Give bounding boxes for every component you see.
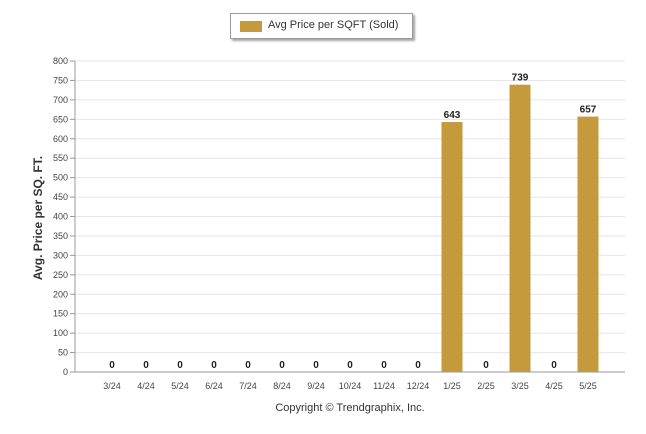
y-tick-label: 500 xyxy=(53,173,68,183)
bar-1-25 xyxy=(441,122,463,372)
data-label: 0 xyxy=(551,360,557,371)
y-tick-label: 150 xyxy=(53,309,68,319)
y-tick-label: 450 xyxy=(53,192,68,202)
data-label: 0 xyxy=(245,360,251,371)
data-label: 0 xyxy=(415,360,421,371)
x-tick-label: 4/24 xyxy=(137,381,155,391)
x-tick-label: 12/24 xyxy=(407,381,430,391)
x-tick-label: 1/25 xyxy=(443,381,461,391)
data-label: 0 xyxy=(381,360,387,371)
legend-swatch xyxy=(240,21,262,32)
x-tick-label: 5/24 xyxy=(171,381,189,391)
data-label: 0 xyxy=(279,360,285,371)
y-tick-label: 700 xyxy=(53,95,68,105)
data-label: 0 xyxy=(211,360,217,371)
y-tick-label: 600 xyxy=(53,134,68,144)
legend: Avg Price per SQFT (Sold) xyxy=(230,13,413,39)
x-tick-label: 10/24 xyxy=(339,381,362,391)
y-tick-label: 200 xyxy=(53,289,68,299)
x-tick-label: 9/24 xyxy=(307,381,325,391)
y-tick-label: 650 xyxy=(53,114,68,124)
x-tick-label: 8/24 xyxy=(273,381,291,391)
bar-5-25 xyxy=(577,116,599,372)
y-tick-label: 50 xyxy=(58,348,68,358)
bar-3-25 xyxy=(509,84,531,373)
legend-label: Avg Price per SQFT (Sold) xyxy=(268,19,399,31)
data-label: 739 xyxy=(512,73,529,84)
copyright-text: Copyright © Trendgraphix, Inc. xyxy=(275,402,425,414)
data-label: 0 xyxy=(347,360,353,371)
y-tick-label: 400 xyxy=(53,212,68,222)
x-tick-label: 11/24 xyxy=(373,381,395,391)
x-tick-label: 3/25 xyxy=(511,381,529,391)
x-tick-label: 3/24 xyxy=(103,381,121,391)
data-label: 0 xyxy=(143,360,149,371)
data-label: 0 xyxy=(483,360,489,371)
y-tick-label: 300 xyxy=(53,250,68,260)
y-tick-label: 100 xyxy=(53,328,68,338)
data-label: 0 xyxy=(177,360,183,371)
x-tick-label: 5/25 xyxy=(579,381,597,391)
x-tick-label: 6/24 xyxy=(205,381,223,391)
y-tick-label: 750 xyxy=(53,75,68,85)
y-tick-label: 0 xyxy=(63,367,68,377)
x-tick-label: 4/25 xyxy=(545,381,563,391)
y-axis-label: Avg. Price per SQ. FT. xyxy=(31,155,45,281)
data-label: 0 xyxy=(313,360,319,371)
y-tick-label: 350 xyxy=(53,231,68,241)
y-tick-label: 550 xyxy=(53,153,68,163)
data-label: 657 xyxy=(580,105,597,116)
data-label: 0 xyxy=(109,360,115,371)
x-tick-label: 7/24 xyxy=(239,381,257,391)
x-tick-label: 2/25 xyxy=(477,381,495,391)
y-tick-label: 250 xyxy=(53,270,68,280)
data-label: 643 xyxy=(444,110,461,121)
y-tick-label: 800 xyxy=(53,56,68,66)
